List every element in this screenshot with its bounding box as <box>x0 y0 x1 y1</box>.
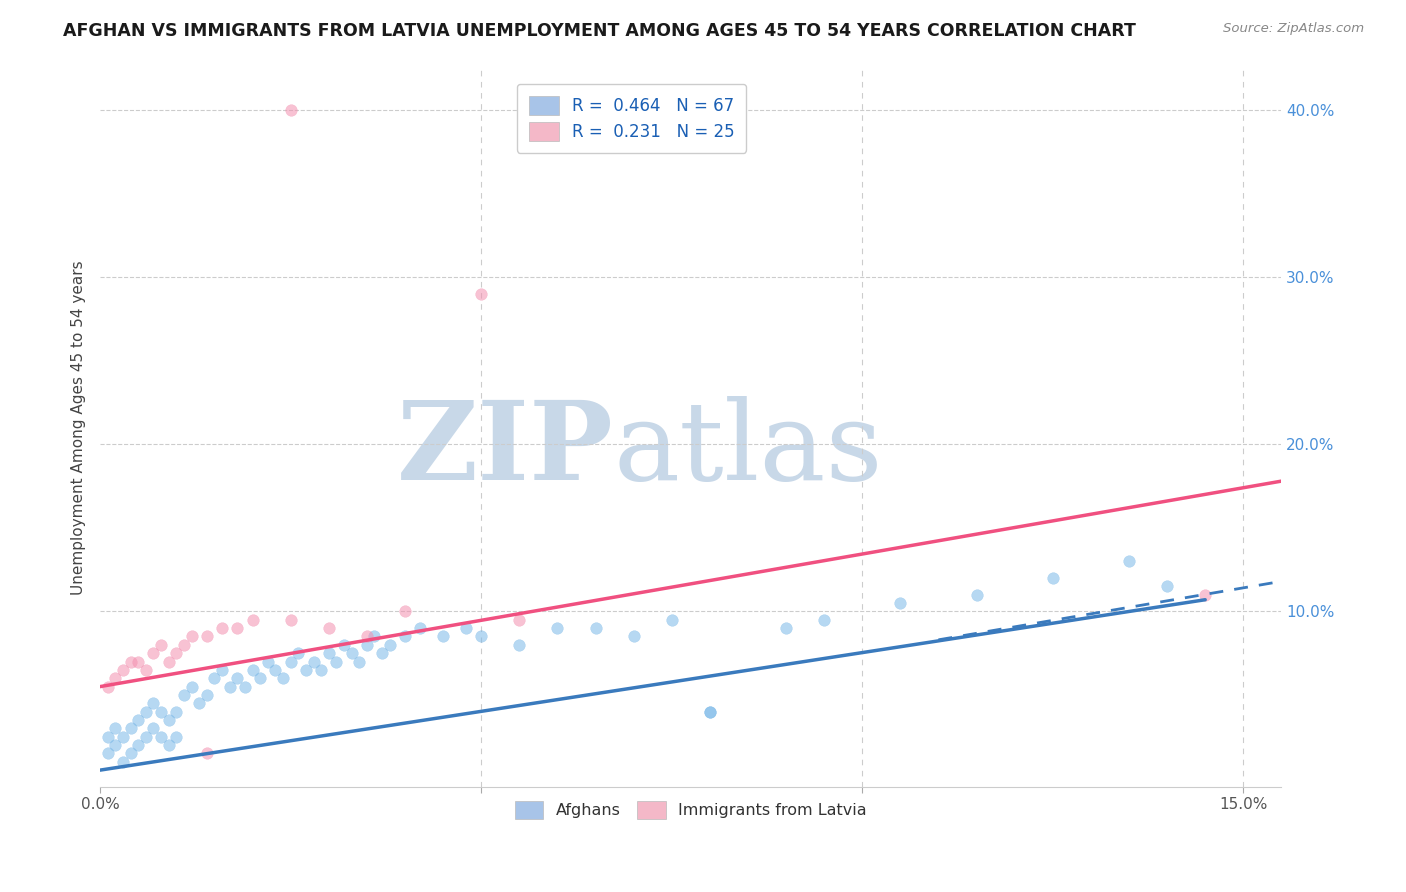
Point <box>211 621 233 635</box>
Point <box>318 646 340 660</box>
Point <box>104 722 127 736</box>
Point <box>157 713 180 727</box>
Point <box>97 680 120 694</box>
Point <box>180 680 202 694</box>
Point <box>661 613 683 627</box>
Point <box>585 621 607 635</box>
Point <box>249 671 271 685</box>
Point <box>775 621 797 635</box>
Point <box>173 688 195 702</box>
Point <box>271 671 294 685</box>
Point <box>165 705 187 719</box>
Point <box>356 630 378 644</box>
Point <box>256 655 278 669</box>
Point <box>432 630 454 644</box>
Point <box>394 630 416 644</box>
Point <box>454 621 477 635</box>
Point <box>378 638 401 652</box>
Point <box>120 747 142 761</box>
Point <box>97 730 120 744</box>
Point <box>142 696 165 710</box>
Point <box>135 705 157 719</box>
Point <box>409 621 432 635</box>
Point <box>340 646 363 660</box>
Point <box>150 638 173 652</box>
Point <box>188 696 211 710</box>
Point <box>111 730 134 744</box>
Point <box>508 613 530 627</box>
Point <box>1156 579 1178 593</box>
Point <box>356 638 378 652</box>
Point <box>150 705 173 719</box>
Point <box>165 646 187 660</box>
Point <box>97 747 120 761</box>
Point <box>211 663 233 677</box>
Point <box>111 663 134 677</box>
Point <box>363 630 385 644</box>
Point <box>233 680 256 694</box>
Point <box>371 646 394 660</box>
Point <box>135 730 157 744</box>
Point <box>204 671 226 685</box>
Point <box>1118 554 1140 568</box>
Point <box>150 730 173 744</box>
Point <box>104 738 127 752</box>
Point <box>280 613 302 627</box>
Point <box>280 655 302 669</box>
Point <box>280 103 302 118</box>
Point <box>135 663 157 677</box>
Point <box>546 621 568 635</box>
Text: Source: ZipAtlas.com: Source: ZipAtlas.com <box>1223 22 1364 36</box>
Point <box>218 680 240 694</box>
Point <box>127 655 149 669</box>
Point <box>508 638 530 652</box>
Point <box>242 663 264 677</box>
Point <box>470 630 492 644</box>
Point <box>142 646 165 660</box>
Point <box>325 655 347 669</box>
Point <box>195 688 218 702</box>
Point <box>889 596 911 610</box>
Point <box>111 755 134 769</box>
Point <box>180 630 202 644</box>
Point <box>1194 588 1216 602</box>
Point <box>287 646 309 660</box>
Point <box>195 747 218 761</box>
Point <box>157 738 180 752</box>
Point <box>470 287 492 301</box>
Point <box>195 630 218 644</box>
Y-axis label: Unemployment Among Ages 45 to 54 years: Unemployment Among Ages 45 to 54 years <box>72 260 86 595</box>
Point <box>242 613 264 627</box>
Point <box>157 655 180 669</box>
Point <box>813 613 835 627</box>
Point <box>120 722 142 736</box>
Point <box>623 630 645 644</box>
Legend: Afghans, Immigrants from Latvia: Afghans, Immigrants from Latvia <box>508 794 873 825</box>
Point <box>302 655 325 669</box>
Point <box>699 705 721 719</box>
Point <box>333 638 356 652</box>
Point <box>264 663 287 677</box>
Point <box>173 638 195 652</box>
Point <box>104 671 127 685</box>
Point <box>349 655 371 669</box>
Point <box>142 722 165 736</box>
Point <box>165 730 187 744</box>
Point <box>318 621 340 635</box>
Text: AFGHAN VS IMMIGRANTS FROM LATVIA UNEMPLOYMENT AMONG AGES 45 TO 54 YEARS CORRELAT: AFGHAN VS IMMIGRANTS FROM LATVIA UNEMPLO… <box>63 22 1136 40</box>
Point <box>127 713 149 727</box>
Point <box>295 663 318 677</box>
Point <box>226 621 249 635</box>
Point <box>127 738 149 752</box>
Point <box>966 588 988 602</box>
Point <box>120 655 142 669</box>
Point <box>1042 571 1064 585</box>
Text: ZIP: ZIP <box>398 396 614 503</box>
Point <box>394 604 416 618</box>
Point <box>226 671 249 685</box>
Text: atlas: atlas <box>614 396 883 503</box>
Point <box>699 705 721 719</box>
Point <box>309 663 332 677</box>
